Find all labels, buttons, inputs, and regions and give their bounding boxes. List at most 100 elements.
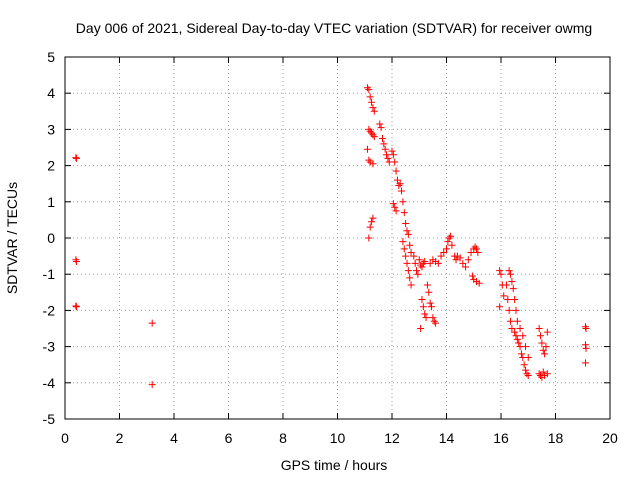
- data-point: [459, 259, 467, 267]
- data-point: [398, 187, 406, 195]
- data-point: [505, 306, 513, 314]
- data-point: [543, 328, 551, 336]
- data-point: [411, 259, 419, 267]
- y-axis-label: SDTVAR / TECUs: [4, 182, 20, 294]
- data-point: [376, 120, 384, 128]
- data-point: [445, 234, 453, 242]
- data-point: [406, 241, 414, 249]
- data-point: [515, 339, 523, 347]
- data-point: [391, 203, 399, 211]
- axis-ticks: [64, 56, 611, 420]
- data-point: [72, 154, 80, 162]
- data-point: [377, 124, 385, 132]
- data-point: [522, 343, 530, 351]
- x-tick-label: 16: [493, 430, 509, 446]
- data-point: [370, 133, 378, 141]
- y-tick-label: -5: [43, 411, 56, 427]
- data-point: [508, 277, 516, 285]
- y-tick-label: 3: [47, 121, 55, 137]
- data-point: [391, 158, 399, 166]
- y-tick-labels: -5 -4 -3 -2 -1 0 1 2 3 4 5: [43, 49, 56, 427]
- data-point: [419, 259, 427, 267]
- data-point: [415, 256, 423, 264]
- data-point: [389, 200, 397, 208]
- y-tick-label: -2: [43, 302, 56, 318]
- data-point: [537, 332, 545, 340]
- x-tick-label: 4: [170, 430, 178, 446]
- data-point: [496, 303, 504, 311]
- data-point: [403, 259, 411, 267]
- y-tick-label: -3: [43, 339, 56, 355]
- data-point: [365, 156, 373, 164]
- data-point: [582, 325, 590, 332]
- data-point: [462, 263, 470, 271]
- data-point: [522, 366, 530, 374]
- data-point: [437, 252, 445, 260]
- x-tick-label: 18: [548, 430, 564, 446]
- data-point: [520, 361, 528, 369]
- data-point: [72, 302, 80, 310]
- data-point: [392, 167, 400, 175]
- data-point: [423, 281, 431, 289]
- data-point: [366, 93, 374, 101]
- data-point: [369, 214, 377, 222]
- data-point: [471, 243, 479, 251]
- data-point: [148, 381, 156, 389]
- data-point: [430, 317, 438, 325]
- data-point: [542, 343, 550, 351]
- data-point: [395, 182, 403, 190]
- data-point: [434, 259, 442, 267]
- data-point: [581, 359, 589, 367]
- data-point: [425, 288, 433, 296]
- chart-title: Day 006 of 2021, Sidereal Day-to-day VTE…: [76, 20, 592, 36]
- data-point: [418, 296, 426, 304]
- x-tick-label: 20: [602, 430, 618, 446]
- grid: [65, 57, 610, 419]
- data-point: [366, 223, 374, 231]
- data-point: [507, 270, 515, 278]
- data-point: [497, 270, 505, 278]
- data-point: [392, 207, 400, 215]
- plot-frame: [64, 56, 611, 420]
- data-point: [581, 341, 589, 349]
- data-point: [426, 299, 434, 307]
- data-point: [539, 368, 547, 376]
- data-point: [417, 325, 425, 332]
- data-point: [444, 238, 452, 246]
- data-point: [404, 230, 412, 238]
- x-tick-label: 8: [279, 430, 287, 446]
- x-tick-label: 2: [116, 430, 124, 446]
- data-point: [400, 245, 408, 253]
- data-point: [404, 267, 412, 275]
- data-point: [472, 245, 480, 253]
- data-point: [517, 350, 525, 358]
- data-point: [512, 332, 520, 340]
- y-tick-label: 2: [47, 158, 55, 174]
- data-point: [456, 254, 464, 262]
- data-point: [543, 370, 551, 378]
- data-point: [396, 180, 404, 188]
- data-point: [368, 218, 376, 226]
- data-point: [432, 319, 440, 327]
- data-point: [581, 323, 589, 331]
- y-tick-label: -1: [43, 266, 56, 282]
- data-point: [381, 145, 389, 153]
- data-point: [402, 220, 410, 228]
- data-point: [365, 86, 373, 94]
- data-point: [447, 232, 455, 240]
- data-point: [426, 259, 434, 267]
- data-point: [410, 252, 418, 260]
- data-point: [370, 107, 378, 115]
- x-tick-label: 12: [384, 430, 400, 446]
- data-point: [464, 256, 472, 264]
- data-point: [421, 258, 429, 266]
- data-point: [421, 310, 429, 318]
- data-point: [504, 296, 512, 304]
- data-point: [467, 248, 475, 256]
- data-point: [393, 176, 401, 184]
- data-point: [365, 125, 373, 133]
- data-point: [428, 303, 436, 311]
- data-point: [509, 285, 517, 293]
- data-point: [384, 154, 392, 162]
